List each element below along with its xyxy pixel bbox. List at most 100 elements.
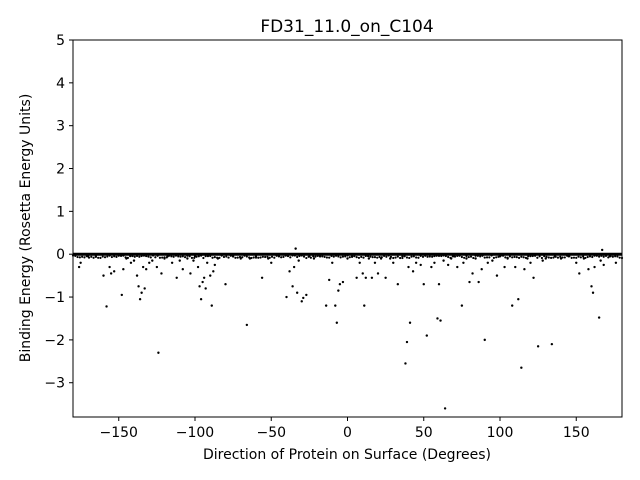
zero-cluster-point: [355, 255, 358, 259]
data-point: [422, 282, 425, 286]
data-point: [186, 257, 189, 260]
y-tick-label: 3: [56, 119, 65, 135]
zero-cluster-point: [362, 256, 365, 259]
zero-cluster-point: [142, 254, 146, 257]
zero-cluster-point: [401, 256, 404, 260]
data-point: [166, 255, 169, 258]
zero-cluster-point: [536, 256, 539, 259]
zero-cluster-point: [133, 255, 136, 258]
data-point: [198, 285, 201, 288]
zero-cluster-point: [321, 255, 324, 258]
plot-area: [71, 39, 624, 418]
zero-cluster-point: [140, 254, 143, 258]
zero-cluster-point: [549, 256, 553, 259]
zero-cluster-point: [243, 254, 246, 257]
data-point: [367, 257, 371, 260]
x-tick-label: −100: [176, 425, 214, 441]
zero-cluster-point: [119, 254, 123, 257]
zero-cluster-point: [257, 256, 260, 259]
zero-cluster-point: [190, 256, 194, 259]
data-point: [105, 305, 108, 308]
zero-cluster-point: [595, 254, 598, 257]
zero-cluster-point: [383, 254, 386, 257]
zero-cluster-point: [115, 255, 118, 258]
data-point: [270, 261, 273, 264]
data-point: [608, 255, 611, 258]
zero-cluster-point: [108, 254, 111, 257]
zero-cluster-point: [259, 256, 262, 259]
zero-cluster-point: [428, 255, 431, 258]
data-point: [338, 282, 342, 286]
data-point: [602, 263, 605, 267]
zero-cluster-point: [456, 254, 459, 258]
zero-cluster-point: [479, 255, 482, 258]
data-point: [419, 263, 422, 267]
zero-cluster-point: [433, 254, 436, 258]
data-point: [137, 285, 140, 288]
zero-cluster-point: [270, 255, 274, 258]
zero-cluster-point: [412, 255, 415, 258]
data-point: [331, 261, 334, 264]
data-point: [245, 323, 249, 327]
data-point: [370, 276, 374, 279]
zero-cluster-point: [531, 254, 534, 258]
zero-cluster-point: [236, 256, 239, 259]
data-point: [465, 257, 468, 260]
zero-cluster-point: [131, 254, 134, 258]
zero-cluster-point: [575, 256, 578, 259]
data-point: [587, 267, 590, 271]
zero-cluster-point: [229, 254, 232, 257]
zero-cluster-point: [376, 256, 379, 259]
data-point: [163, 257, 166, 260]
zero-cluster-point: [357, 256, 361, 259]
x-tick-label: 0: [343, 425, 352, 441]
data-point: [506, 257, 509, 260]
x-tick-label: 150: [563, 425, 590, 441]
zero-cluster-point: [511, 256, 514, 259]
data-point: [597, 316, 601, 319]
zero-cluster-point: [501, 254, 505, 257]
data-point: [591, 291, 595, 294]
data-point: [302, 296, 305, 300]
data-point: [295, 291, 299, 294]
zero-cluster-point: [172, 255, 175, 258]
data-point: [407, 265, 410, 269]
data-point: [389, 257, 392, 260]
zero-cluster-point: [74, 254, 77, 257]
data-point: [291, 285, 294, 288]
zero-cluster-point: [197, 255, 200, 258]
zero-cluster-point: [547, 256, 550, 259]
zero-cluster-point: [170, 255, 173, 258]
zero-cluster-point: [145, 254, 148, 258]
zero-cluster-point: [520, 255, 523, 258]
zero-cluster-point: [543, 255, 546, 258]
zero-cluster-point: [598, 255, 601, 258]
zero-cluster-point: [563, 256, 566, 259]
data-point: [430, 265, 433, 269]
data-point: [120, 293, 124, 297]
data-point: [520, 366, 523, 369]
data-point: [495, 274, 499, 277]
zero-cluster-point: [399, 256, 402, 260]
zero-cluster-point: [579, 256, 582, 259]
zero-cluster-point: [538, 255, 541, 258]
data-point: [379, 257, 383, 260]
y-tick-label: −2: [44, 333, 65, 349]
zero-cluster-point: [204, 255, 207, 258]
zero-cluster-point: [424, 254, 427, 257]
data-point: [453, 255, 456, 258]
zero-cluster-point: [600, 254, 603, 257]
zero-cluster-point: [396, 255, 399, 258]
zero-cluster-point: [188, 255, 191, 258]
zero-cluster-point: [181, 255, 184, 258]
data-point: [532, 276, 535, 279]
data-point: [364, 276, 367, 279]
data-point: [324, 304, 328, 307]
data-point: [193, 255, 197, 258]
data-point: [599, 259, 602, 262]
data-point: [79, 261, 82, 264]
data-point: [346, 257, 349, 260]
zero-cluster-point: [314, 255, 317, 258]
zero-cluster-point: [339, 256, 342, 259]
data-point: [442, 259, 445, 262]
